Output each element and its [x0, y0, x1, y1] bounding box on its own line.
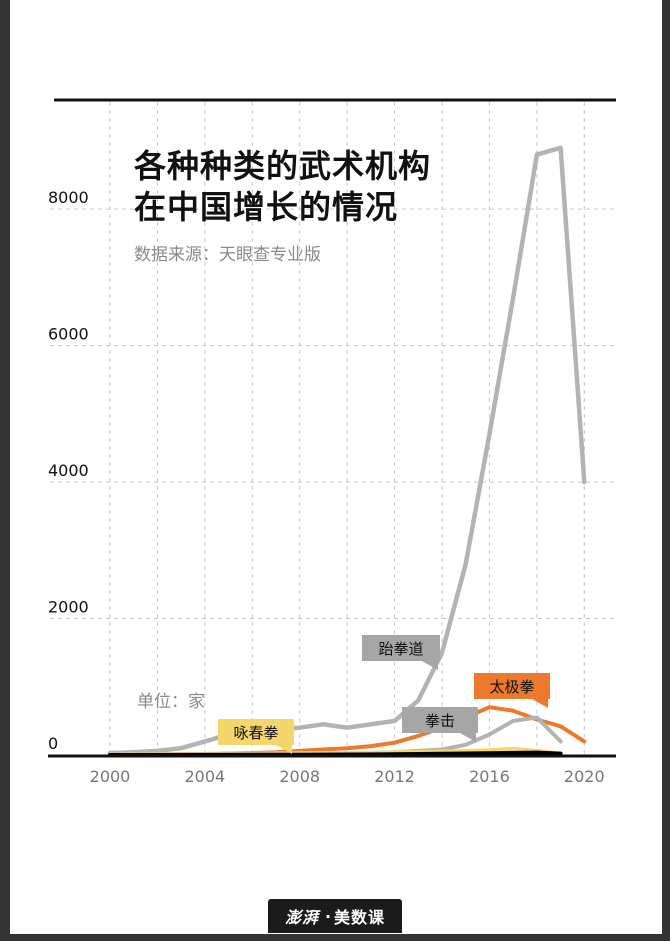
series-label: 跆拳道 — [378, 640, 423, 658]
chart-card — [10, 0, 662, 934]
brand-name: 澎湃 — [284, 908, 319, 927]
x-tick-label: 2012 — [374, 767, 415, 786]
footer-logo: 澎湃 · 美数课 — [268, 899, 402, 933]
y-tick-label: 2000 — [48, 598, 89, 617]
callout-box — [362, 635, 440, 661]
callout-tail — [460, 733, 476, 742]
series-line-0 — [107, 145, 587, 756]
chart-title-line-1: 各种种类的武术机构 — [134, 147, 432, 185]
product-name: 美数课 — [334, 908, 386, 927]
callout-tail — [532, 699, 548, 708]
series-label: 拳击 — [425, 712, 455, 730]
y-tick-label: 0 — [48, 734, 58, 753]
callout-box — [218, 719, 294, 745]
callout-tail — [422, 661, 438, 670]
y-tick-label: 4000 — [48, 461, 89, 480]
x-tick-label: 2000 — [90, 767, 131, 786]
y-tick-label: 8000 — [48, 188, 89, 207]
y-tick-label: 6000 — [48, 325, 89, 344]
chart-title: 各种种类的武术机构 在中国增长的情况 — [134, 146, 431, 228]
callout-tail — [276, 745, 292, 754]
unit-label: 单位：家 — [137, 692, 205, 712]
callout-box — [474, 673, 550, 699]
brand-separator: · — [324, 906, 333, 926]
x-tick-label: 2008 — [279, 767, 320, 786]
data-source: 数据来源：天眼查专业版 — [134, 245, 321, 265]
x-tick-label: 2016 — [469, 767, 510, 786]
series-label: 太极拳 — [489, 678, 534, 696]
callout-box — [402, 707, 478, 733]
chart-title-line-2: 在中国增长的情况 — [134, 188, 399, 226]
x-tick-label: 2004 — [184, 767, 225, 786]
series-label: 咏春拳 — [233, 724, 278, 742]
x-tick-label: 2020 — [564, 767, 605, 786]
